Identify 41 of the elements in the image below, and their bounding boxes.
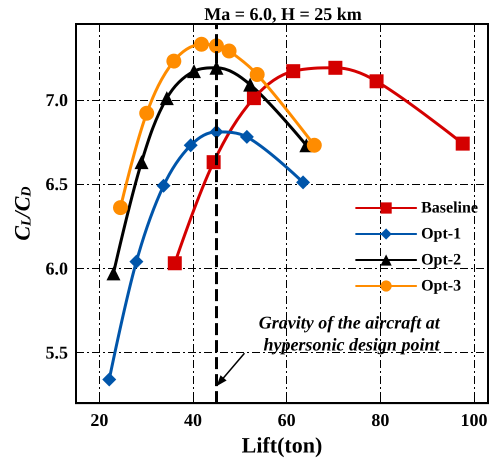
point [296,175,310,190]
point [129,254,144,269]
y-tick-label: 5.5 [46,342,68,363]
point [250,67,265,82]
point [456,136,470,151]
point [156,178,171,193]
legend-label: Opt-2 [421,252,462,268]
y-tick-label: 6.5 [46,174,68,194]
x-tick-label: 60 [278,410,296,430]
x-tick-label: 80 [371,410,390,430]
point [240,130,254,144]
legend-label: Opt-3 [421,278,462,294]
point [306,138,322,153]
x-tick-label: 20 [90,410,108,430]
point [186,64,201,78]
point [184,138,198,152]
legend-label: Baseline [421,200,478,216]
point [328,60,342,75]
chart-title: Ma = 6.0, H = 25 km [204,4,362,24]
point [166,54,182,69]
point [139,106,154,121]
y-tick-label: 6.0 [46,258,68,278]
point [286,64,300,78]
x-tick-label: 40 [184,410,202,430]
point [246,91,261,106]
point [370,74,384,88]
annotation: Gravity of the aircraft at hypersonic design point [258,312,444,354]
point [102,372,116,387]
point [160,91,174,106]
point [222,43,237,58]
x-tick-label: 100 [460,410,488,430]
y-axis-title: CL/CD [10,186,34,241]
point [134,155,149,170]
point [243,78,258,92]
point [168,256,182,270]
point [194,36,209,52]
legend-label: Opt-1 [421,226,462,242]
point [106,266,120,280]
y-tick-label: 7.0 [46,90,68,110]
point [112,200,128,216]
x-axis-title: Lift(ton) [242,432,322,458]
